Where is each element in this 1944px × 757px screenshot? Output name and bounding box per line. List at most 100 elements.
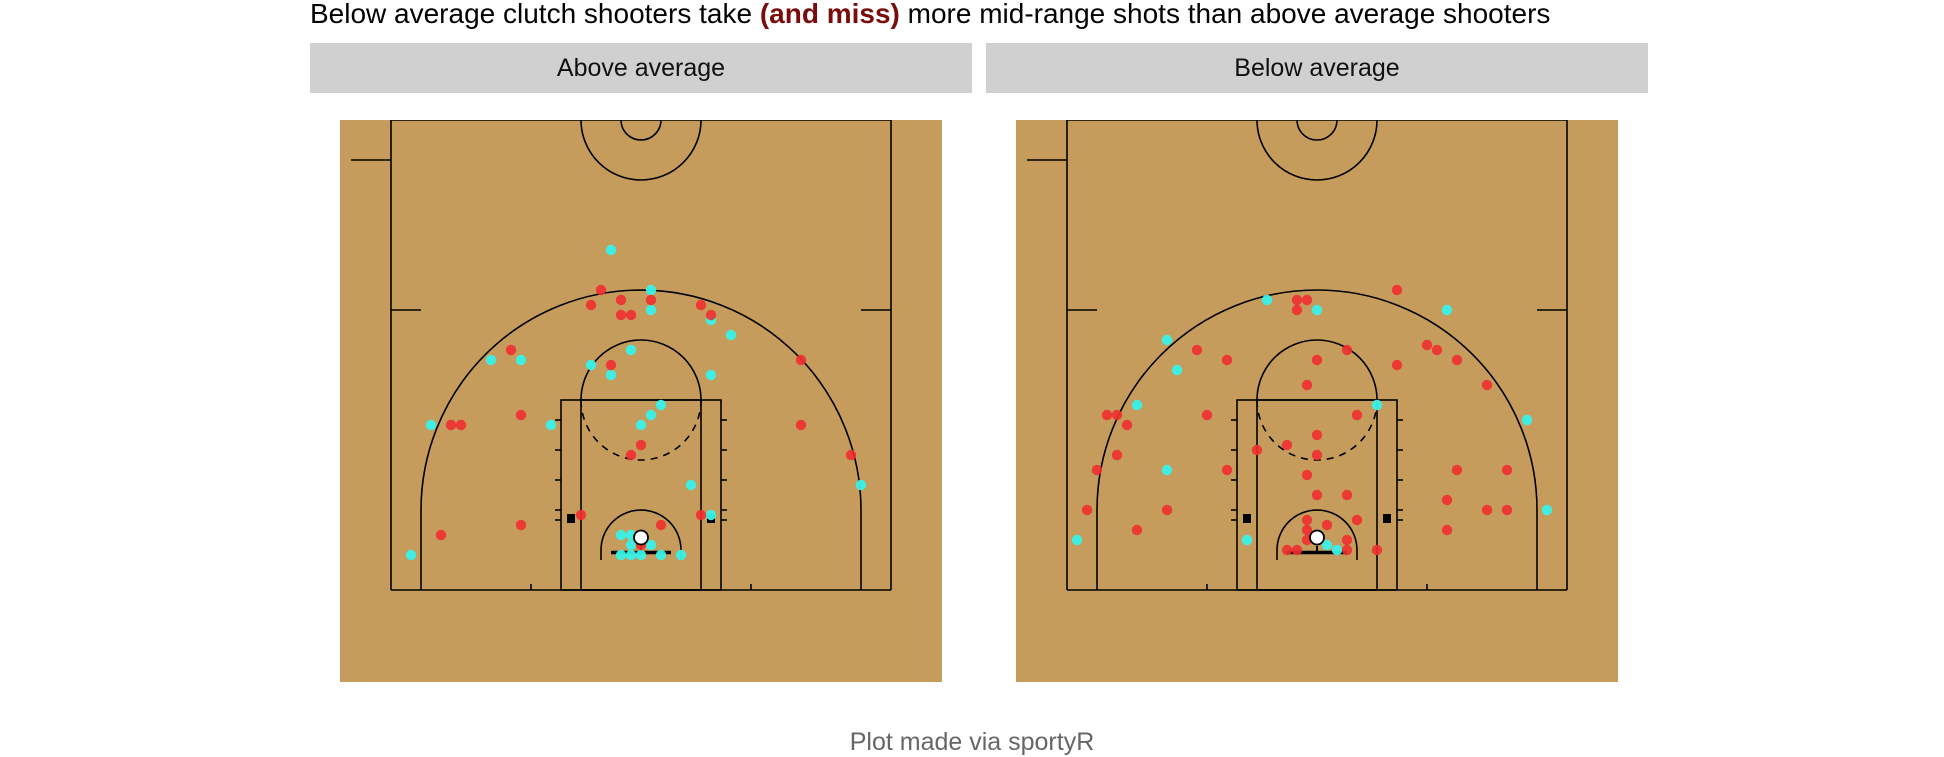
- shot-made-point: [1161, 334, 1173, 346]
- shot-missed-point: [695, 509, 707, 521]
- facet-strip-below-average: Below average: [986, 43, 1648, 93]
- lane-inner: [580, 399, 702, 591]
- facet-label-below-average: Below average: [1234, 54, 1400, 82]
- rim: [1309, 529, 1325, 546]
- shot-missed-point: [1281, 544, 1293, 556]
- lane-block-left: [1243, 514, 1251, 523]
- shot-missed-point: [1281, 439, 1293, 451]
- shot-made-point: [705, 509, 717, 521]
- shot-missed-point: [455, 419, 467, 431]
- shot-missed-point: [1291, 294, 1303, 306]
- shot-missed-point: [445, 419, 457, 431]
- shot-made-point: [1311, 304, 1323, 316]
- shot-made-point: [725, 329, 737, 341]
- shot-made-point: [635, 549, 647, 561]
- shot-made-point: [615, 549, 627, 561]
- restricted-area: [1276, 509, 1358, 560]
- shot-missed-point: [1131, 524, 1143, 536]
- shot-missed-point: [1481, 379, 1493, 391]
- title-highlight: (and miss): [759, 0, 900, 29]
- shot-missed-point: [435, 529, 447, 541]
- center-circle-inner: [1296, 120, 1338, 141]
- shot-missed-point: [1201, 409, 1213, 421]
- shot-missed-point: [655, 519, 667, 531]
- shot-missed-point: [1311, 354, 1323, 366]
- shot-made-point: [515, 354, 527, 366]
- free-throw-circle-top: [1256, 339, 1378, 401]
- shot-missed-point: [1301, 524, 1313, 536]
- shot-missed-point: [1291, 544, 1303, 556]
- three-point-line: [420, 289, 862, 590]
- court-panel-below-average: [1016, 120, 1618, 682]
- shot-missed-point: [1091, 464, 1103, 476]
- shot-missed-point: [1351, 514, 1363, 526]
- shot-made-point: [655, 399, 667, 411]
- title-part-1: Below average clutch shooters take: [310, 0, 760, 29]
- shot-made-point: [705, 369, 717, 381]
- shot-missed-point: [695, 299, 707, 311]
- free-throw-circle-bottom: [580, 399, 702, 461]
- shot-missed-point: [1081, 504, 1093, 516]
- shot-missed-point: [515, 519, 527, 531]
- shot-missed-point: [1391, 359, 1403, 371]
- shot-made-point: [655, 549, 667, 561]
- rim: [633, 529, 649, 546]
- shot-made-point: [1321, 539, 1333, 551]
- shot-missed-point: [1341, 544, 1353, 556]
- shot-missed-point: [1421, 339, 1433, 351]
- shot-missed-point: [615, 294, 627, 306]
- shot-missed-point: [845, 449, 857, 461]
- shot-missed-point: [585, 299, 597, 311]
- shot-made-point: [585, 359, 597, 371]
- shot-missed-point: [1321, 519, 1333, 531]
- shot-made-point: [635, 419, 647, 431]
- shot-made-point: [1241, 534, 1253, 546]
- shot-made-point: [1161, 464, 1173, 476]
- shot-made-point: [685, 479, 697, 491]
- shot-made-point: [855, 479, 867, 491]
- shot-missed-point: [1121, 419, 1133, 431]
- court-surface: [340, 120, 942, 682]
- shot-missed-point: [795, 419, 807, 431]
- shot-made-point: [1541, 504, 1553, 516]
- shot-made-point: [1171, 364, 1183, 376]
- court-surface: [1016, 120, 1618, 682]
- shot-missed-point: [1351, 409, 1363, 421]
- shot-made-point: [615, 529, 627, 541]
- center-circle-inner: [620, 120, 662, 141]
- shot-made-point: [605, 369, 617, 381]
- shot-missed-point: [635, 439, 647, 451]
- shot-missed-point: [575, 509, 587, 521]
- lane-inner: [1256, 399, 1378, 591]
- shot-missed-point: [1221, 464, 1233, 476]
- shot-missed-point: [1371, 544, 1383, 556]
- shot-made-point: [645, 539, 657, 551]
- shot-missed-point: [1101, 409, 1113, 421]
- shot-made-point: [405, 549, 417, 561]
- shot-missed-point: [1311, 449, 1323, 461]
- shot-missed-point: [1441, 494, 1453, 506]
- center-circle: [1256, 120, 1378, 181]
- caption: Plot made via sportyR: [849, 728, 1095, 756]
- shot-missed-point: [1501, 504, 1513, 516]
- shot-missed-point: [1301, 469, 1313, 481]
- shot-made-point: [545, 419, 557, 431]
- shot-made-point: [1261, 294, 1273, 306]
- shot-missed-point: [1301, 379, 1313, 391]
- shot-missed-point: [505, 344, 517, 356]
- shot-made-point: [425, 419, 437, 431]
- shot-made-point: [675, 549, 687, 561]
- shot-missed-point: [1441, 524, 1453, 536]
- shot-missed-point: [1251, 444, 1263, 456]
- shot-missed-point: [625, 309, 637, 321]
- lane-block-right: [1383, 514, 1391, 523]
- shot-missed-point: [605, 359, 617, 371]
- shot-made-point: [605, 244, 617, 256]
- shot-missed-point: [705, 309, 717, 321]
- shot-made-point: [485, 354, 497, 366]
- shot-missed-point: [645, 294, 657, 306]
- shot-missed-point: [1311, 489, 1323, 501]
- shot-missed-point: [1111, 449, 1123, 461]
- shot-points: [1071, 284, 1553, 556]
- shot-missed-point: [595, 284, 607, 296]
